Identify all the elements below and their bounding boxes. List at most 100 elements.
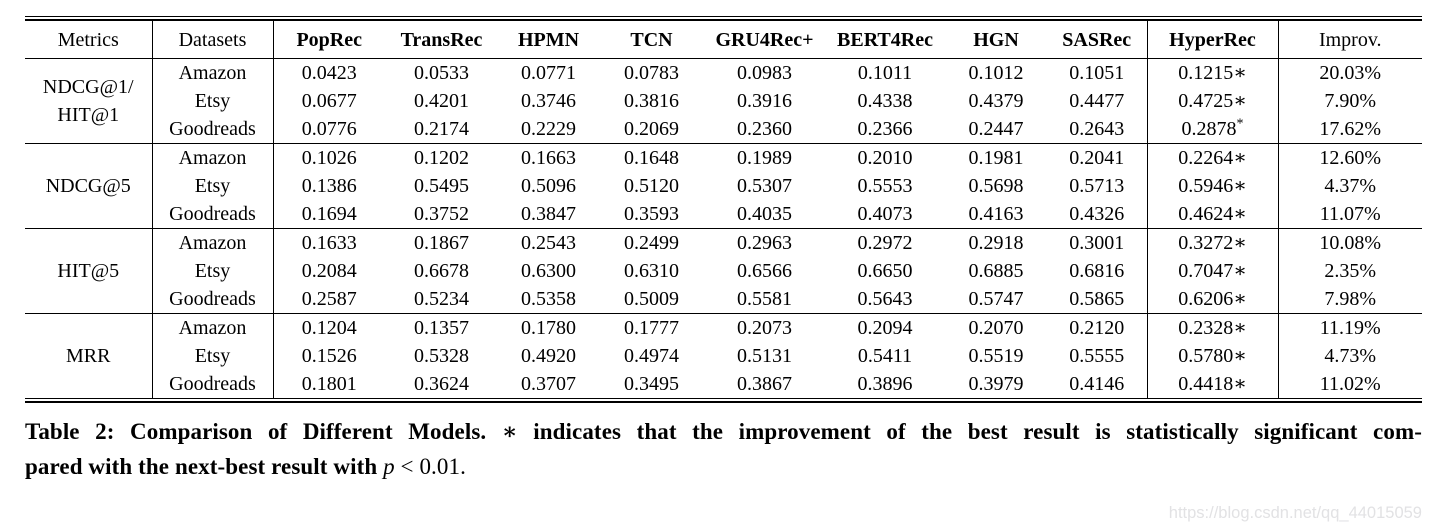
metric-label-line: HIT@1 (57, 104, 120, 126)
model-value: 0.2587 (301, 288, 357, 310)
improvement-value: 4.37% (1324, 175, 1377, 197)
model-value: 0.1777 (624, 317, 679, 339)
improvement-value: 17.62% (1319, 118, 1382, 140)
model-value: 0.3746 (521, 90, 576, 112)
table-row: NDCG@5 Amazon 0.1026 0.1202 0.1663 0.1648 0.19… (25, 143, 1422, 229)
dataset-label: Amazon (152, 228, 274, 257)
significance-star: ∗ (1233, 232, 1247, 254)
table-row: NDCG@1/HIT@1 Amazon 0.0423 0.0533 0.0771 0.07… (25, 58, 1422, 144)
model-value: 0.2366 (857, 118, 913, 140)
col-header-datasets: Datasets (152, 20, 274, 59)
model-value: 0.5553 (857, 175, 913, 197)
metric-label-line: NDCG@1/ (42, 76, 134, 98)
results-table-wrap: Metrics Datasets PopRec TransRec HPMN TC… (25, 16, 1422, 403)
model-value: 0.5698 (968, 175, 1024, 197)
metric-group-3: MRR Amazon 0.1204 0.1357 0.1780 0.1777 0.2073 0… (25, 313, 1422, 399)
model-value: 0.2543 (521, 232, 576, 254)
model-value: 0.1989 (737, 147, 792, 169)
model-value: 0.1051 (1047, 58, 1148, 87)
dataset-label: Etsy (152, 257, 274, 285)
improvement-value: 4.73% (1324, 345, 1377, 367)
table-row: Goodreads 0.1801 0.3624 0.3707 0.3495 0.3867 0… (25, 370, 1422, 399)
significance-star: ∗ (1233, 203, 1247, 225)
model-value: 0.4073 (857, 203, 913, 225)
model-value: 0.2447 (968, 118, 1024, 140)
model-value: 0.1981 (968, 147, 1024, 169)
model-value: 0.1780 (521, 317, 576, 339)
col-header-transrec: TransRec (385, 20, 498, 59)
improvement-value: 2.35% (1324, 260, 1377, 282)
table-row: Etsy 0.1386 0.5495 0.5096 0.5120 0.5307 0.5553… (25, 172, 1422, 200)
model-value: 0.6310 (624, 260, 679, 282)
model-value: 0.2041 (1047, 143, 1148, 172)
table-row: Goodreads 0.0776 0.2174 0.2229 0.2069 0.2360 0… (25, 115, 1422, 144)
improvement-value: 7.98% (1324, 288, 1377, 310)
model-value: 0.3867 (737, 373, 792, 395)
metric-group-2: HIT@5 Amazon 0.1633 0.1867 0.2543 0.2499 0.296… (25, 228, 1422, 314)
model-value: 0.4201 (414, 90, 469, 112)
metric-label-line: MRR (66, 345, 111, 367)
metric-label-line: NDCG@5 (45, 175, 131, 197)
best-value-number: 0.7047 (1178, 260, 1234, 282)
model-value: 0.5411 (857, 345, 913, 367)
model-value: 0.1357 (414, 317, 469, 339)
col-header-metrics: Metrics (25, 20, 153, 59)
model-value: 0.1012 (968, 62, 1024, 84)
model-value: 0.4379 (968, 90, 1024, 112)
model-value: 0.1526 (301, 345, 357, 367)
improvement-value: 10.08% (1319, 232, 1382, 254)
model-value: 0.2643 (1047, 115, 1148, 144)
model-value: 0.1801 (301, 373, 357, 395)
metric-label-line: HIT@5 (57, 260, 120, 282)
improvement-value: 12.60% (1319, 147, 1382, 169)
header-row: Metrics Datasets PopRec TransRec HPMN TC… (25, 20, 1422, 59)
model-value: 0.3916 (737, 90, 792, 112)
model-value: 0.5555 (1047, 342, 1148, 370)
best-value-number: 0.6206 (1178, 288, 1234, 310)
model-value: 0.5328 (414, 345, 469, 367)
best-value-number: 0.4418 (1178, 373, 1234, 395)
best-value-number: 0.5780 (1178, 345, 1234, 367)
results-table: Metrics Datasets PopRec TransRec HPMN TC… (25, 19, 1422, 399)
dataset-label: Goodreads (152, 115, 274, 144)
watermark-url: https://blog.csdn.net/qq_44015059 (1168, 504, 1422, 522)
metric-group-0: NDCG@1/HIT@1 Amazon 0.0423 0.0533 0.0771 0.07… (25, 58, 1422, 144)
improvement-value: 7.90% (1324, 90, 1377, 112)
dataset-label: Goodreads (152, 200, 274, 229)
best-value: 0.7047∗ (1147, 257, 1279, 285)
model-value: 0.4920 (521, 345, 576, 367)
model-value: 0.4146 (1047, 370, 1148, 399)
model-value: 0.5009 (624, 288, 679, 310)
col-header-hpmn: HPMN (498, 20, 599, 59)
best-value-number: 0.3272 (1178, 232, 1234, 254)
model-value: 0.4035 (737, 203, 792, 225)
metric-label: NDCG@1/HIT@1 (25, 58, 153, 144)
model-value: 0.6885 (968, 260, 1024, 282)
model-value: 0.2918 (968, 232, 1024, 254)
model-value: 0.6566 (737, 260, 792, 282)
metric-group-1: NDCG@5 Amazon 0.1026 0.1202 0.1663 0.1648 0.19… (25, 143, 1422, 229)
table-row: MRR Amazon 0.1204 0.1357 0.1780 0.1777 0.2073 0… (25, 313, 1422, 399)
model-value: 0.2360 (737, 118, 792, 140)
model-value: 0.2094 (857, 317, 913, 339)
metric-label: MRR (25, 313, 153, 399)
best-value: 0.6206∗ (1147, 285, 1279, 314)
model-value: 0.5234 (414, 288, 469, 310)
metric-label: HIT@5 (25, 228, 153, 314)
model-value: 0.5120 (624, 175, 679, 197)
model-value: 0.4974 (624, 345, 679, 367)
dataset-label: Amazon (152, 58, 274, 87)
model-value: 0.3979 (968, 373, 1024, 395)
model-value: 0.1026 (301, 147, 357, 169)
best-value-number: 0.4624 (1178, 203, 1234, 225)
col-header-hyperrec: HyperRec (1147, 20, 1279, 59)
best-value: 0.1215∗ (1147, 58, 1279, 87)
model-value: 0.0783 (624, 62, 679, 84)
metric-label: NDCG@5 (25, 143, 153, 229)
model-value: 0.5358 (521, 288, 576, 310)
best-value: 0.3272∗ (1147, 228, 1279, 257)
model-value: 0.1011 (857, 62, 913, 84)
model-value: 0.2963 (737, 232, 792, 254)
improvement-value: 11.19% (1319, 317, 1381, 339)
best-value-number: 0.2264 (1178, 147, 1234, 169)
